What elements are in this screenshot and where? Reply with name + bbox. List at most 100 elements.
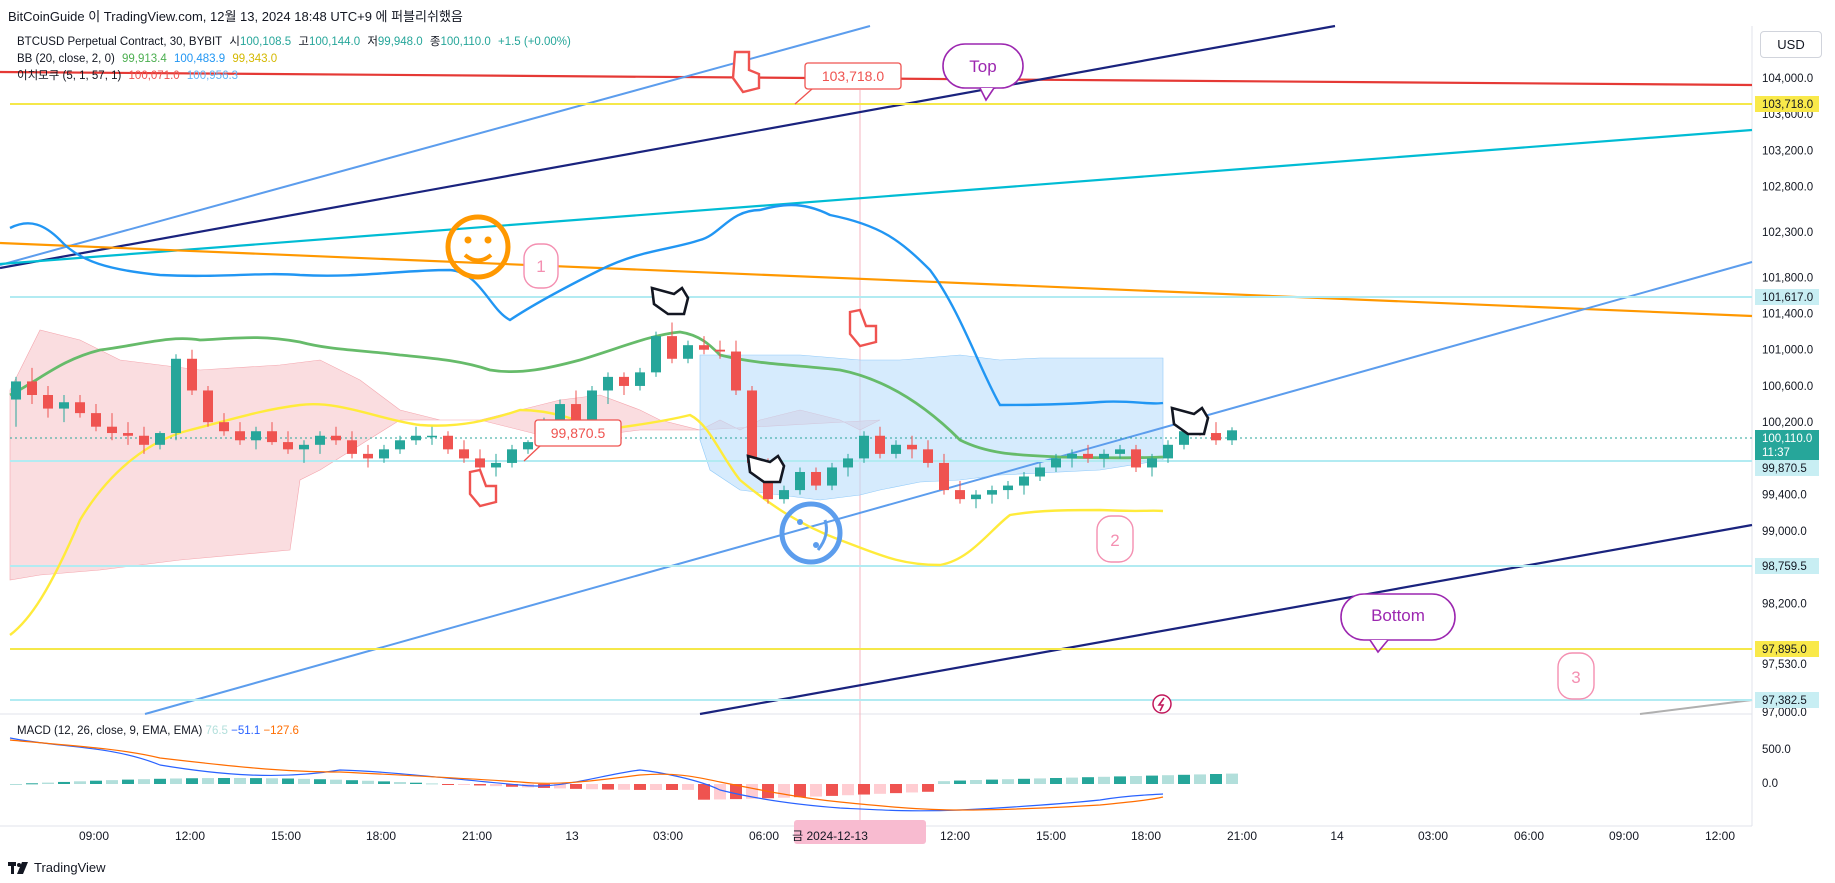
macd-bar xyxy=(634,784,646,790)
macd-bar xyxy=(170,778,182,784)
open-label: 시 xyxy=(229,36,240,48)
candle xyxy=(59,395,69,423)
black-hand-right-icon-3 xyxy=(1170,406,1210,436)
candle xyxy=(827,462,837,491)
price-axis-label: 100,600.0 xyxy=(1762,381,1813,393)
candle xyxy=(619,372,629,395)
candle xyxy=(891,440,901,459)
svg-text:97,382.5: 97,382.5 xyxy=(1762,695,1807,707)
macd-bar xyxy=(378,781,390,784)
price-note-99870[interactable]: 99,870.5 xyxy=(523,419,622,462)
candle xyxy=(1051,453,1061,472)
macd-bar xyxy=(906,784,918,793)
symbol-label[interactable]: BTCUSD Perpetual Contract, 30, BYBIT xyxy=(17,36,223,48)
price-badge: 99,870.5 xyxy=(1755,460,1819,476)
candle xyxy=(155,431,165,450)
orange-trend-line xyxy=(0,241,1753,318)
macd-value: −51.1 xyxy=(231,725,261,737)
candle xyxy=(171,354,181,441)
macd-signal-line xyxy=(9,739,1164,811)
time-cursor-badge: 금 2024-12-13 xyxy=(792,820,926,844)
high-value: 100,144.0 xyxy=(308,36,361,48)
macd-bar xyxy=(1066,777,1078,784)
bb-label[interactable]: BB (20, close, 2, 0) xyxy=(17,53,115,65)
macd-legend: MACD (12, 26, close, 9, EMA, EMA) 76.5 −… xyxy=(17,725,299,737)
price-badge: 103,718.0 xyxy=(1755,96,1819,112)
callout-top-text: Top xyxy=(969,57,996,76)
wave-2-label[interactable]: 2 xyxy=(1096,515,1134,563)
candle xyxy=(1019,471,1029,495)
macd-label[interactable]: MACD (12, 26, close, 9, EMA, EMA) xyxy=(17,725,203,737)
macd-bar xyxy=(714,784,726,800)
candle xyxy=(43,385,53,418)
callout-bottom-text: Bottom xyxy=(1371,606,1425,625)
lightning-icon[interactable] xyxy=(1152,694,1172,714)
macd-bar xyxy=(1162,775,1174,784)
candle xyxy=(1035,462,1045,482)
macd-bar xyxy=(682,784,694,790)
price-note-103718[interactable]: 103,718.0 xyxy=(794,62,902,105)
publisher-title: BitCoinGuide 이 TradingView.com, 12월 13, … xyxy=(8,9,463,24)
open-value: 100,108.5 xyxy=(239,36,292,48)
price-axis-label: 102,800.0 xyxy=(1762,182,1813,194)
macd-bar xyxy=(506,784,518,787)
time-axis-label: 14 xyxy=(1330,829,1344,843)
macd-axis-label: 500.0 xyxy=(1762,744,1791,756)
price-axis-label: 99,400.0 xyxy=(1762,490,1807,502)
callout-top[interactable]: Top xyxy=(942,43,1024,102)
high-label: 고 xyxy=(298,36,309,48)
wave-1-label[interactable]: 1 xyxy=(523,243,559,289)
candle xyxy=(683,340,693,364)
macd-bar xyxy=(970,779,982,784)
macd-bar xyxy=(1226,773,1238,784)
header-bar: BitCoinGuide 이 TradingView.com, 12월 13, … xyxy=(0,0,1835,26)
time-axis-label: 12:00 xyxy=(940,829,970,843)
close-label: 종 xyxy=(429,36,441,48)
price-badge: 101,617.0 xyxy=(1755,289,1819,305)
price-axis-label: 98,200.0 xyxy=(1762,598,1807,610)
candle xyxy=(123,422,133,445)
close-value: 100,110.0 xyxy=(440,36,491,48)
macd-bar xyxy=(586,784,598,790)
candle xyxy=(971,490,981,509)
candle xyxy=(1227,427,1237,445)
macd-signal-value: −127.6 xyxy=(263,725,299,737)
macd-bar xyxy=(954,780,966,784)
time-axis-label: 18:00 xyxy=(366,829,396,843)
macd-bar xyxy=(826,784,838,796)
macd-bar xyxy=(1210,774,1222,784)
candle xyxy=(267,422,277,445)
price-axis-label: 103,600.0 xyxy=(1762,109,1813,121)
price-axis-label: 97,000.0 xyxy=(1762,707,1807,719)
macd-bar xyxy=(186,778,198,784)
candle xyxy=(699,336,709,355)
macd-line xyxy=(9,737,1164,812)
tradingview-logo-icon xyxy=(8,861,28,874)
macd-bar xyxy=(666,784,678,790)
ichimoku-label[interactable]: 이치모쿠 (5, 1, 57, 1) xyxy=(17,70,122,82)
price-axis-label: 102,300.0 xyxy=(1762,227,1813,239)
time-axis[interactable]: 09:00 12:00 15:00 18:00 21:00 13 03:00 06:00 09:… xyxy=(79,744,1791,844)
time-axis-label: 21:00 xyxy=(462,829,492,843)
svg-text:101,617.0: 101,617.0 xyxy=(1762,292,1813,304)
macd-bar xyxy=(1018,778,1030,784)
candle xyxy=(843,453,853,477)
currency-button[interactable]: USD xyxy=(1760,31,1822,58)
macd-bar xyxy=(202,778,214,784)
candle xyxy=(939,453,949,495)
macd-bar xyxy=(1178,774,1190,784)
wave-3-label[interactable]: 3 xyxy=(1557,652,1595,700)
low-label: 저 xyxy=(367,36,378,48)
macd-bar xyxy=(74,781,86,784)
macd-bar xyxy=(1114,776,1126,784)
price-axis[interactable]: 104,000.0 103,600.0 103,200.0 102,800.0 102,… xyxy=(1755,73,1819,719)
candle xyxy=(379,444,389,463)
macd-bar xyxy=(1098,776,1110,784)
candle xyxy=(1099,449,1109,468)
candle xyxy=(923,440,933,468)
callout-bottom[interactable]: Bottom xyxy=(1340,593,1456,654)
svg-text:금 2024-12-13: 금 2024-12-13 xyxy=(792,829,868,843)
legend-bb-row: BB (20, close, 2, 0) 99,913.4 100,483.9 … xyxy=(17,51,575,68)
candle xyxy=(27,367,37,405)
